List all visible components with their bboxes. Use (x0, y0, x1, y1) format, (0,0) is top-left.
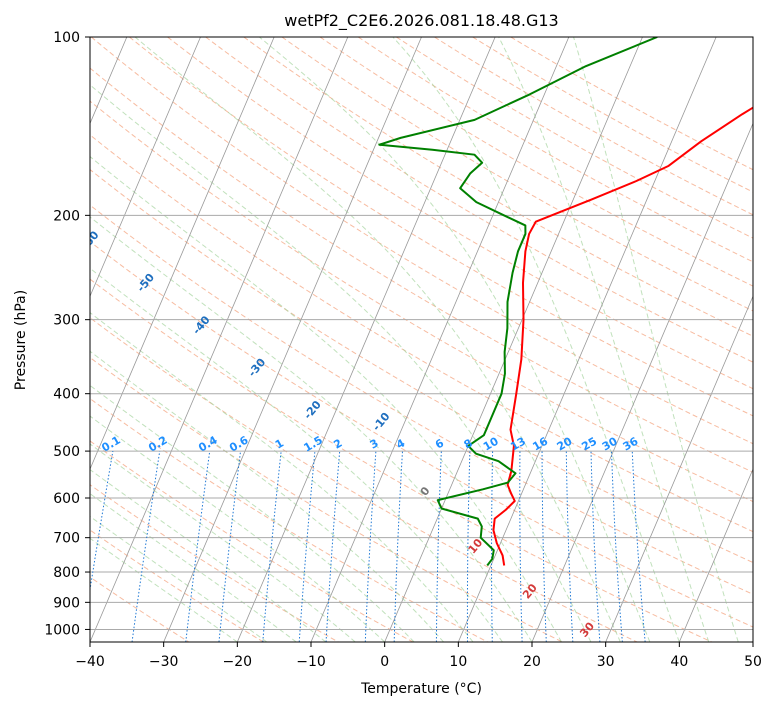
moist-adiabat-line (90, 267, 503, 642)
skewed-isotherms (90, 37, 753, 642)
moist-adiabat-line (498, 37, 710, 642)
dry-adiabat-line (472, 37, 753, 193)
y-tick-label: 200 (53, 208, 80, 224)
mixing-ratio-line (218, 451, 242, 642)
y-tick-label: 1000 (44, 622, 80, 638)
mixing-ratio-line (262, 451, 282, 642)
mixing-ratio-line (393, 451, 403, 642)
mixing-ratio-line (298, 451, 316, 642)
y-tick-label: 500 (53, 444, 80, 460)
temperature-line (492, 106, 753, 566)
x-axis: −40 −30 −20 −10 0 10 20 30 40 50 (75, 642, 762, 670)
moist-adiabat-line (90, 415, 386, 642)
moist-adiabat-line (90, 216, 533, 642)
x-tick-label: −40 (75, 654, 105, 670)
moist-adiabat-line (90, 384, 415, 642)
mixing-ratio-line (590, 451, 601, 642)
x-tick-label: 30 (597, 654, 615, 670)
dry-adiabat-line (319, 37, 753, 287)
dry-adiabat-label: -60 (79, 228, 102, 252)
mixing-ratio-lines (90, 451, 646, 642)
dry-adiabat-line (90, 37, 753, 445)
dry-adiabat-line (129, 37, 753, 417)
moist-adiabat-line (90, 84, 592, 642)
dry-adiabat-line (90, 168, 753, 564)
mixing-ratio-line (541, 451, 547, 642)
x-tick-label: −10 (296, 654, 326, 670)
moist-adiabat-line (90, 350, 444, 642)
y-axis: 100 200 300 400 500 600 700 800 900 1000 (44, 30, 90, 638)
dry-adiabat-line (90, 529, 264, 642)
y-tick-label: 900 (53, 595, 80, 611)
mixing-ratio-line (519, 451, 523, 642)
dry-adiabat-line (90, 440, 414, 642)
dry-adiabat-line (90, 241, 753, 628)
x-tick-label: 50 (744, 654, 762, 670)
isotherm-line (90, 37, 275, 471)
isotherm-line (678, 468, 753, 642)
x-tick-label: 10 (449, 654, 467, 670)
y-tick-label: 600 (53, 491, 80, 507)
y-axis-label: Pressure (hPa) (13, 290, 29, 390)
moist-adiabat-line (392, 37, 680, 642)
isotherm-line (384, 37, 643, 642)
mixing-ratio-labels: 0.1 0.2 0.4 0.6 1 1.5 2 3 4 6 8 10 13 16 20 25 30 36 (99, 433, 640, 454)
y-tick-label: 800 (53, 565, 80, 581)
x-tick-label: −30 (149, 654, 179, 670)
x-tick-label: 20 (523, 654, 541, 670)
y-tick-label: 400 (53, 387, 80, 403)
dry-adiabat-line (90, 278, 712, 642)
mixing-ratio-line (565, 451, 574, 642)
dry-adiabat-line (396, 37, 753, 239)
mixing-ratio-line (491, 451, 494, 642)
x-tick-label: −20 (223, 654, 253, 670)
plot-frame (89, 36, 754, 643)
moist-adiabat-line (90, 469, 327, 642)
dry-adiabat-line (243, 37, 753, 337)
moist-adiabat-line (90, 515, 268, 642)
mixing-ratio-line (364, 451, 377, 642)
dry-adiabat-line (90, 397, 488, 642)
moist-adiabat-line (90, 537, 238, 642)
dewpoint-line (378, 37, 658, 567)
y-tick-label: 700 (53, 531, 80, 547)
mixing-ratio-line (610, 451, 623, 642)
isotherm-line (531, 122, 753, 642)
isobars (90, 37, 753, 630)
series-layer (378, 37, 753, 567)
mixing-ratio-line (435, 451, 442, 642)
mixing-ratio-line (631, 451, 646, 642)
moist-adiabats (90, 37, 739, 642)
moist-adiabat-line (90, 443, 356, 642)
moist-adiabat-line (90, 311, 474, 642)
isotherm-line (163, 37, 422, 642)
dry-adiabat-line (205, 37, 753, 363)
moist-adiabat-line (134, 37, 621, 642)
dry-adiabat-line (167, 37, 753, 390)
dry-adiabat-line (90, 204, 753, 595)
dry-adiabat-line (90, 317, 638, 642)
dry-adiabat-line (90, 67, 753, 473)
isotherm-line (457, 37, 717, 642)
y-tick-label: 100 (53, 30, 80, 46)
mixing-ratio-line (325, 451, 341, 642)
chart-title: wetPf2_C2E6.2026.081.18.48.G13 (284, 11, 558, 31)
mixing-ratio-line (466, 451, 471, 642)
x-tick-label: 0 (380, 654, 389, 670)
y-tick-label: 300 (53, 313, 80, 329)
x-tick-label: 40 (670, 654, 688, 670)
plot-area: -100-90-80-70-60-50-40-30-20-10010203040… (79, 37, 753, 642)
isotherm-line (90, 37, 349, 642)
isotherm-line (90, 37, 201, 298)
isotherm-line (310, 37, 570, 642)
x-axis-label: Temperature (°C) (360, 681, 482, 697)
moist-adiabat-line (90, 155, 562, 642)
isotherm-line (236, 37, 496, 642)
dry-adiabat-line (90, 134, 753, 533)
isotherm-line (605, 295, 753, 642)
moist-adiabat-line (573, 37, 739, 642)
